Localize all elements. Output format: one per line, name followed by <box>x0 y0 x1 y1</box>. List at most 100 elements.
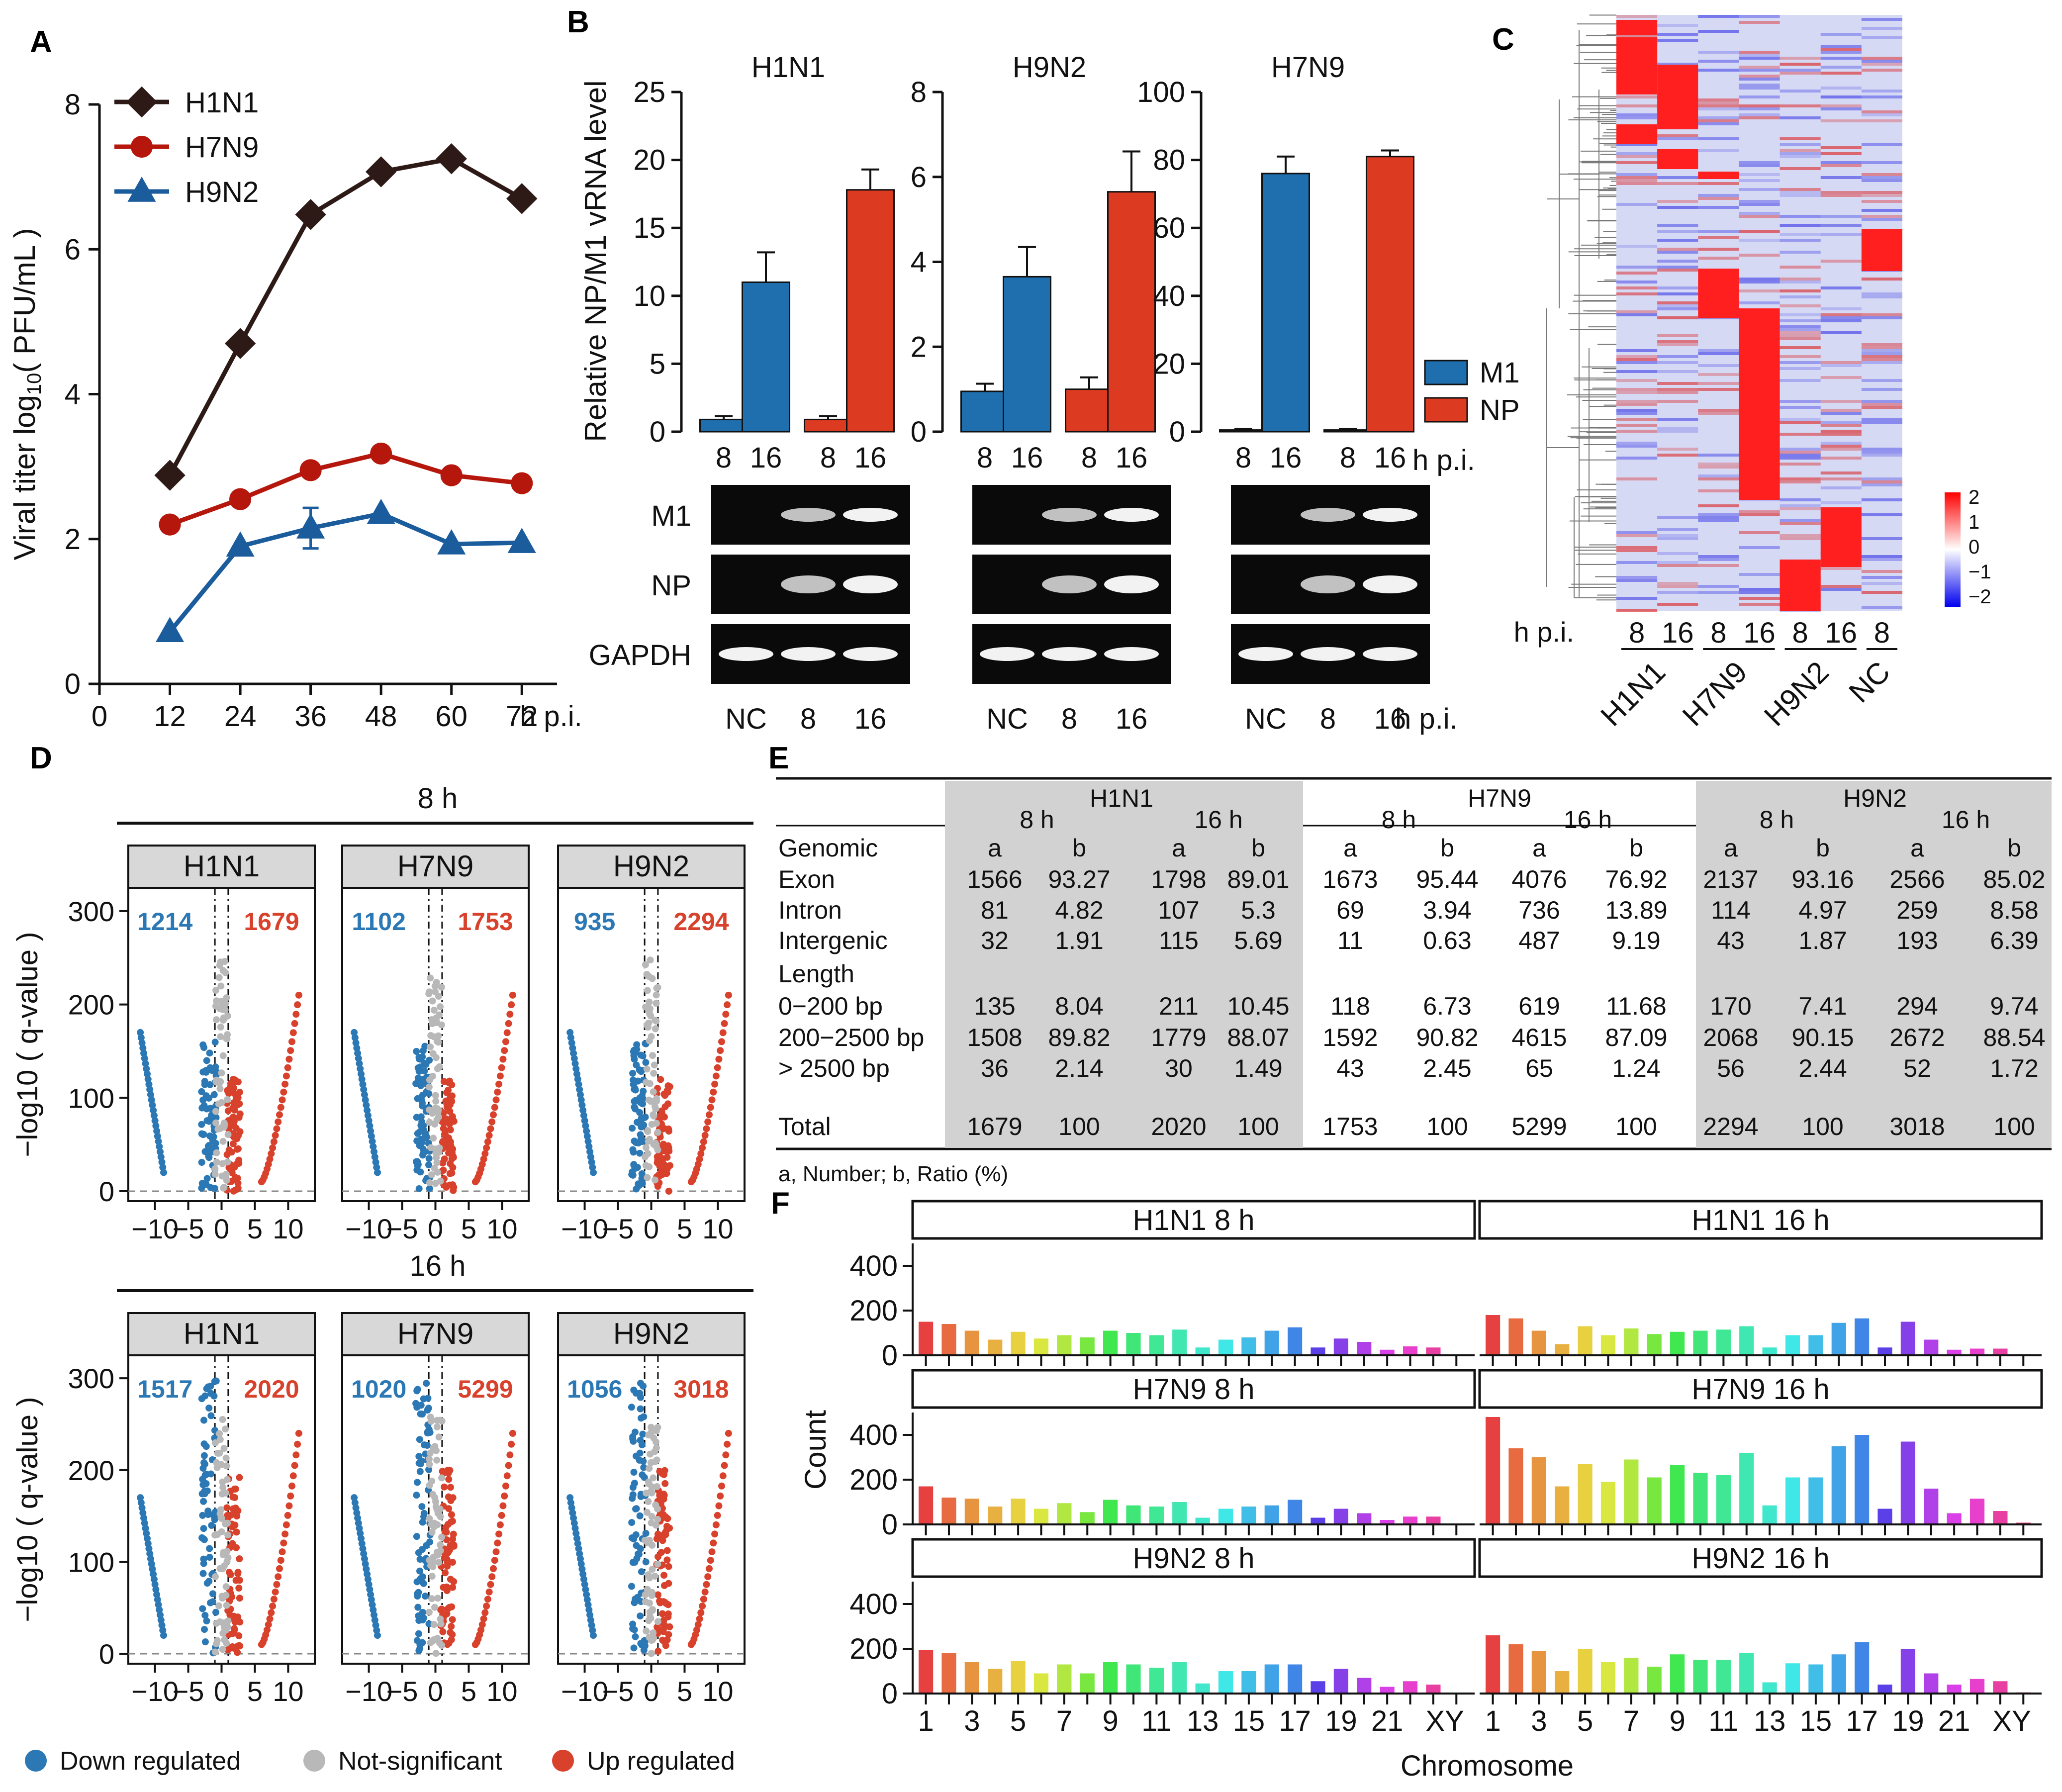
x-tick-label: 5 <box>461 1213 476 1244</box>
legend-dot <box>25 1750 47 1772</box>
ns-point <box>219 1629 227 1637</box>
down-point <box>419 1411 426 1418</box>
table-cell: 11.68 <box>1606 992 1666 1020</box>
heatmap-cell <box>1861 218 1902 221</box>
heatmap-cell <box>1820 424 1862 427</box>
heatmap-cell <box>1657 301 1698 304</box>
heatmap-cell <box>1698 15 1739 18</box>
down-point <box>199 1511 206 1519</box>
heatmap-cell <box>1698 230 1739 233</box>
up-point <box>665 1631 672 1638</box>
bar <box>1357 1342 1372 1355</box>
ns-point <box>211 1439 219 1446</box>
heatmap-cell <box>1616 609 1658 612</box>
up-point <box>655 1647 662 1655</box>
down-point <box>573 1070 580 1078</box>
down-point <box>580 1112 587 1119</box>
heatmap-cell <box>1820 472 1862 474</box>
heatmap-cell <box>1861 576 1902 579</box>
up-point <box>269 1144 277 1151</box>
table-cell: 9.19 <box>1612 927 1660 954</box>
table-cell: 2068 <box>1703 1024 1758 1051</box>
ns-point <box>436 1639 443 1647</box>
heatmap-cell <box>1616 349 1658 352</box>
ns-point <box>223 1602 230 1609</box>
heatmap-cell <box>1820 313 1862 316</box>
up-point <box>439 1159 447 1167</box>
up-point <box>235 1632 243 1639</box>
heatmap-cell <box>1657 418 1698 421</box>
down-point <box>419 1047 427 1054</box>
facet-header <box>341 1312 530 1356</box>
panel-label-e: E <box>768 741 789 775</box>
heatmap-cell <box>1616 379 1658 382</box>
bar <box>1057 1664 1072 1694</box>
heatmap-cell <box>1739 591 1780 594</box>
up-point <box>499 1055 507 1063</box>
x-tick-label: −10 <box>131 1676 179 1707</box>
down-point <box>416 1436 423 1443</box>
ns-point <box>431 1603 439 1611</box>
table-cell: 736 <box>1518 896 1560 924</box>
table-cell: b <box>1251 834 1265 862</box>
ns-point <box>644 1174 651 1181</box>
bar <box>1855 1435 1870 1524</box>
up-point <box>721 1020 728 1027</box>
table-cell: 1508 <box>967 1024 1022 1051</box>
up-point <box>281 1530 289 1538</box>
row-label: 8 h <box>418 782 458 815</box>
ns-point <box>212 1119 220 1127</box>
bar <box>1624 1328 1639 1355</box>
heatmap-cell <box>1861 498 1902 501</box>
up-point <box>291 1020 298 1027</box>
data-point-h7n9 <box>229 488 252 510</box>
up-point <box>449 1535 457 1543</box>
down-point <box>629 1495 636 1502</box>
bar <box>1264 1330 1279 1355</box>
ns-point <box>217 1024 224 1031</box>
ns-point <box>216 1430 223 1437</box>
down-point <box>363 1101 370 1109</box>
heatmap-cell <box>1698 104 1739 107</box>
up-point <box>654 1530 661 1538</box>
heatmap-cell <box>1657 343 1698 346</box>
up-point <box>445 1144 453 1152</box>
subplot-title: H9N2 <box>1013 51 1086 84</box>
ns-point <box>222 1489 229 1497</box>
ns-point <box>643 1627 650 1635</box>
down-point <box>639 1430 647 1438</box>
table-cell: 81 <box>981 896 1009 924</box>
ns-point <box>644 1509 651 1516</box>
y-tick-label: 0 <box>99 1176 114 1207</box>
heatmap-cell <box>1616 534 1658 537</box>
ns-point <box>437 1416 444 1424</box>
heatmap-cell <box>1657 230 1698 233</box>
down-point <box>631 1428 639 1436</box>
gel-lane-label: 8 <box>800 703 816 735</box>
heatmap-cell <box>1657 266 1698 269</box>
down-point <box>415 1055 423 1063</box>
bar <box>1785 1335 1800 1355</box>
bar <box>1172 1329 1187 1355</box>
bar <box>1241 1337 1256 1355</box>
subplot-title: H1N1 <box>751 51 825 84</box>
down-point <box>639 1471 646 1479</box>
bar <box>941 1653 956 1694</box>
heatmap-cell <box>1739 531 1780 534</box>
heatmap-cell <box>1861 95 1902 98</box>
heatmap-cell <box>1820 286 1862 289</box>
up-point <box>715 1502 723 1509</box>
heatmap-cell <box>1780 69 1821 72</box>
heatmap-cell <box>1657 334 1698 337</box>
heatmap-cell <box>1739 57 1780 60</box>
down-point <box>417 1122 425 1129</box>
ns-point <box>426 1482 433 1489</box>
y-tick-label: 100 <box>68 1082 114 1114</box>
down-point <box>413 1137 421 1144</box>
heatmap-cell <box>1698 349 1739 352</box>
heatmap-cell <box>1820 233 1862 236</box>
table-cell: 3018 <box>1889 1113 1945 1140</box>
panel-label-c: C <box>1492 22 1514 57</box>
up-point <box>229 1140 237 1147</box>
table-cell: 1779 <box>1151 1024 1206 1051</box>
